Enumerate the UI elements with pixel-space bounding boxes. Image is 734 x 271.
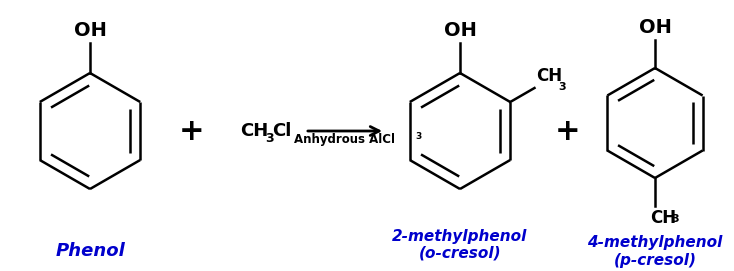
Text: 4-methylphenol: 4-methylphenol xyxy=(587,235,723,250)
Text: +: + xyxy=(179,117,205,146)
Text: CH: CH xyxy=(537,67,562,85)
Text: Cl: Cl xyxy=(272,122,291,140)
Text: (o-cresol): (o-cresol) xyxy=(418,246,501,260)
Text: 2-methylphenol: 2-methylphenol xyxy=(392,228,528,244)
Text: 3: 3 xyxy=(265,131,274,144)
Text: CH: CH xyxy=(650,209,676,227)
Text: Phenol: Phenol xyxy=(55,242,125,260)
Text: OH: OH xyxy=(73,21,106,40)
Text: OH: OH xyxy=(443,21,476,40)
Text: 3: 3 xyxy=(559,82,566,92)
Text: OH: OH xyxy=(639,18,672,37)
Text: Anhydrous AlCl: Anhydrous AlCl xyxy=(294,133,394,146)
Text: 3: 3 xyxy=(671,214,679,224)
Text: +: + xyxy=(555,117,581,146)
Text: 3: 3 xyxy=(415,132,421,141)
Text: CH: CH xyxy=(240,122,268,140)
Text: (p-cresol): (p-cresol) xyxy=(614,253,697,267)
